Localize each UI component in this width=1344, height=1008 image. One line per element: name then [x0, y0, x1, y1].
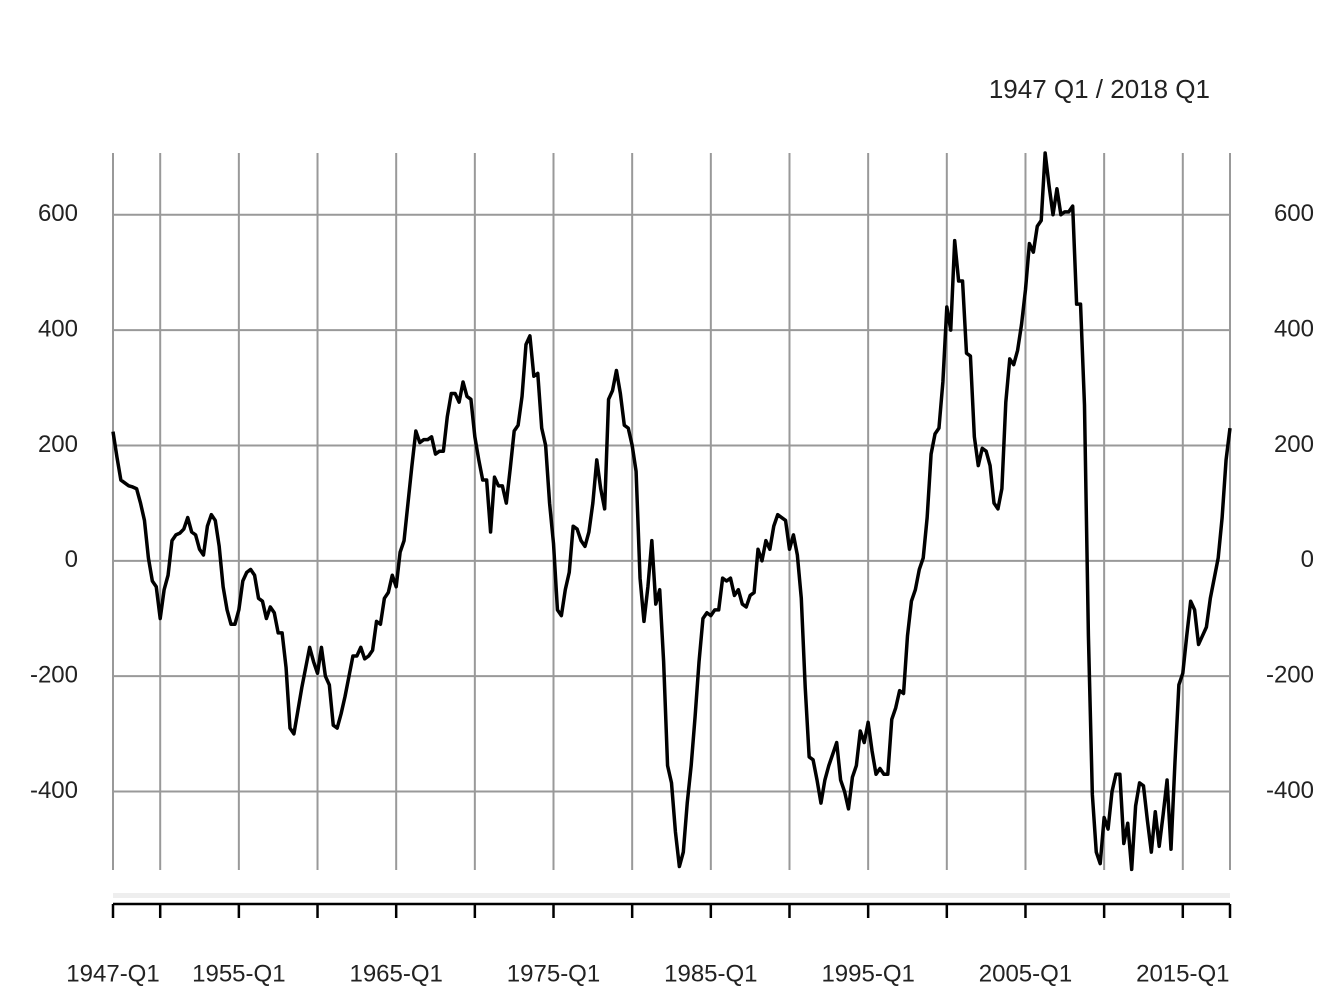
- y-tick-label-right: 200: [1274, 431, 1314, 458]
- y-tick-label-right: 0: [1301, 546, 1314, 573]
- x-tick-label: 1975-Q1: [507, 960, 600, 987]
- x-tick-label: 2005-Q1: [979, 960, 1072, 987]
- data-line: [111, 151, 1232, 872]
- y-tick-label: 0: [65, 546, 78, 573]
- y-tick-label: 400: [38, 315, 78, 342]
- x-tick-label: 1995-Q1: [821, 960, 914, 987]
- chart-subtitle: 1947 Q1 / 2018 Q1: [989, 74, 1210, 104]
- y-tick-label-right: 600: [1274, 200, 1314, 227]
- x-tick-label: 1955-Q1: [192, 960, 285, 987]
- y-tick-label: -400: [30, 777, 78, 804]
- x-tick-label: 2015-Q1: [1136, 960, 1229, 987]
- y-tick-label: 600: [38, 200, 78, 227]
- x-tick-label: 1985-Q1: [664, 960, 757, 987]
- y-tick-label-right: -400: [1266, 777, 1314, 804]
- x-tick-label: 1947-Q1: [66, 960, 159, 987]
- y-tick-label-right: 400: [1274, 315, 1314, 342]
- y-tick-label: -200: [30, 662, 78, 689]
- y-tick-label-right: -200: [1266, 662, 1314, 689]
- y-tick-label: 200: [38, 431, 78, 458]
- x-tick-label: 1965-Q1: [349, 960, 442, 987]
- range-band: [113, 893, 1230, 898]
